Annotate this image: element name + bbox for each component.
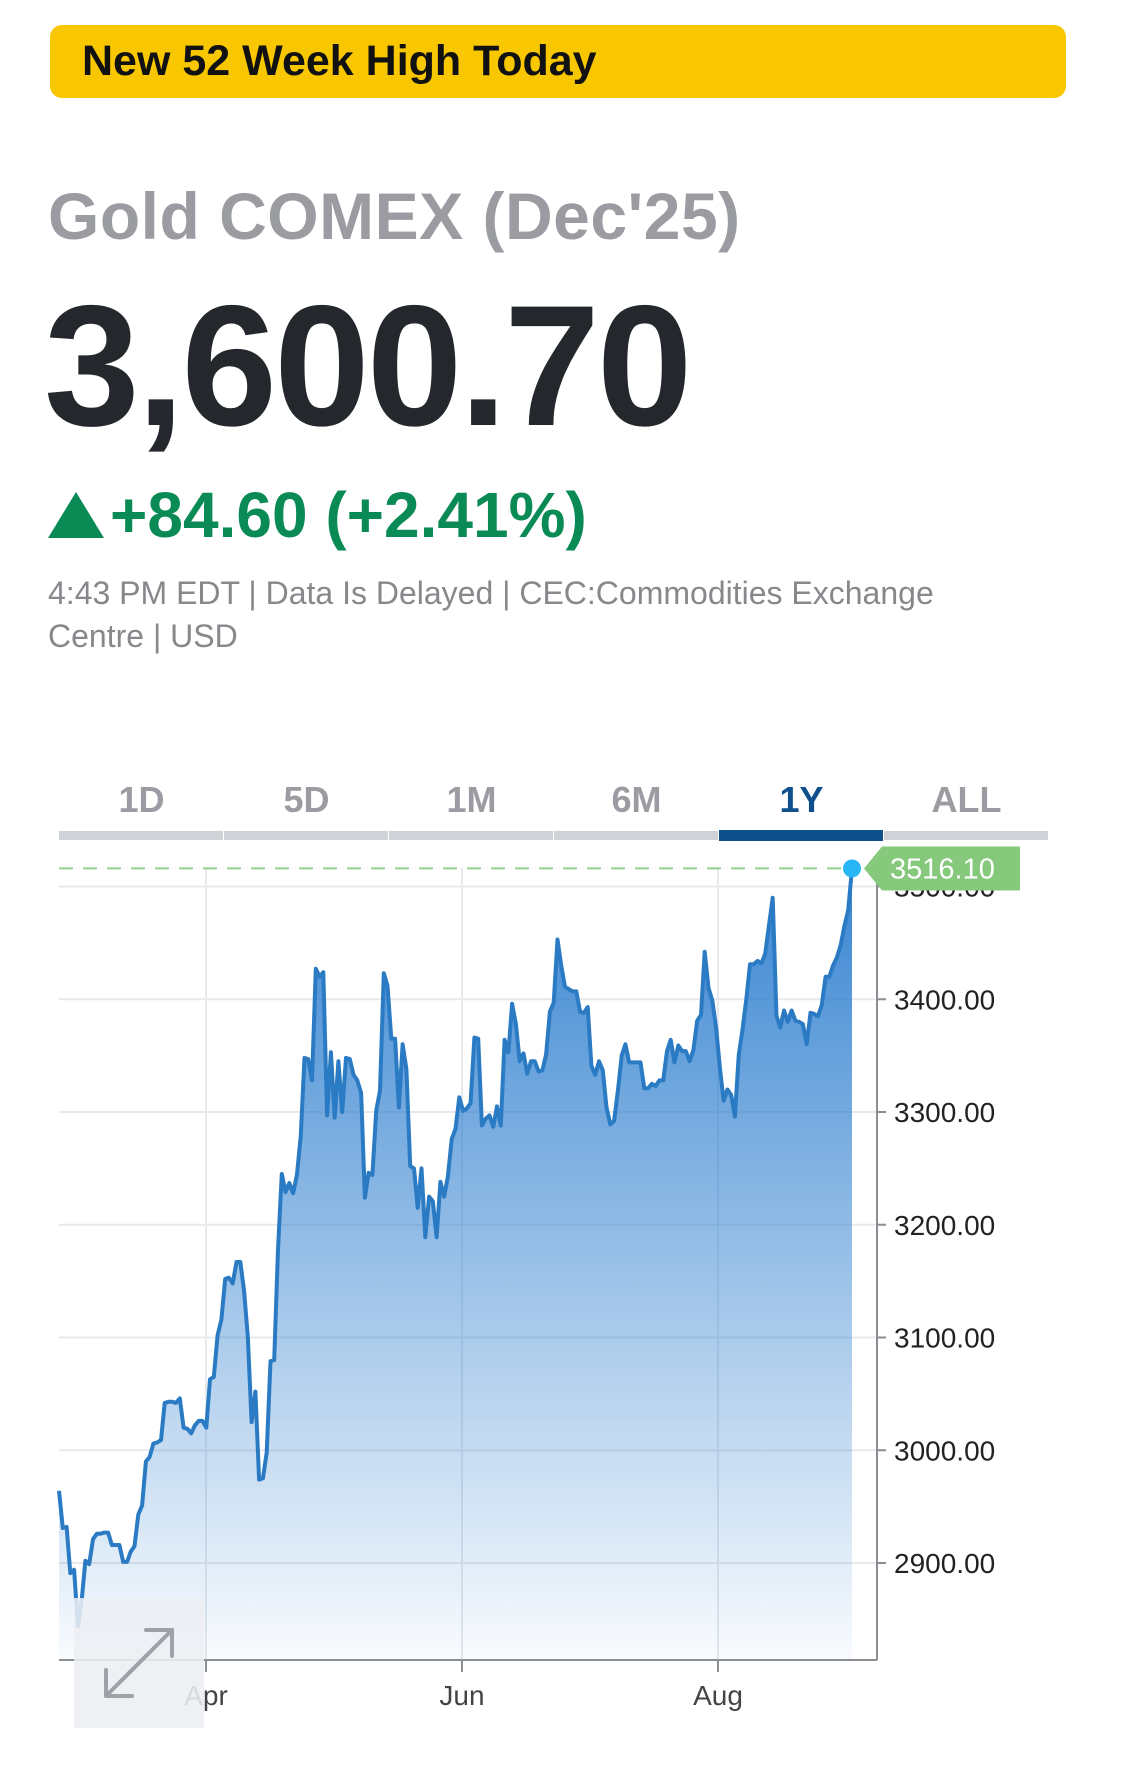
- tab-1d[interactable]: 1D: [59, 760, 224, 840]
- x-tick-label: Jun: [439, 1680, 484, 1711]
- price-area: [59, 868, 852, 1660]
- range-tabs: 1D 5D 1M 6M 1Y ALL: [59, 760, 1052, 841]
- x-axis-ticks: Apr Jun Aug: [184, 1660, 743, 1711]
- tab-1m[interactable]: 1M: [389, 760, 554, 840]
- expand-arrows-icon: [104, 1628, 174, 1698]
- tab-label: ALL: [931, 779, 1002, 820]
- tab-underline: [389, 831, 553, 840]
- tab-underline: [224, 831, 388, 840]
- price-line: [57, 868, 854, 1629]
- y-axis-ticks: 2900.00 3000.00 3100.00 3200.00 3300.00 3400.…: [877, 872, 995, 1579]
- tab-underline: [554, 831, 718, 840]
- last-value-label-text: 3516.10: [890, 853, 995, 885]
- quote-meta: 4:43 PM EDT | Data Is Delayed | CEC:Comm…: [48, 575, 934, 654]
- last-value-marker: [843, 859, 861, 878]
- tab-label: 6M: [611, 779, 662, 820]
- last-price: 3,600.70: [44, 270, 693, 462]
- last-value-label-bg: [864, 846, 1020, 891]
- tab-underline: [884, 831, 1048, 840]
- tab-underline: [59, 831, 223, 840]
- instrument-name: Gold COMEX (Dec'25): [48, 179, 741, 253]
- new-high-banner: New 52 Week High Today: [50, 25, 1066, 98]
- last-value-label: 3516.10: [864, 846, 1020, 891]
- tab-underline: [719, 830, 883, 841]
- tab-5d[interactable]: 5D: [224, 760, 389, 840]
- expand-chart-button[interactable]: [74, 1598, 204, 1728]
- up-triangle-icon: [48, 492, 104, 538]
- x-tick-label: Aug: [693, 1680, 743, 1711]
- price-change: +84.60 (+2.41%): [48, 478, 587, 552]
- tab-1y[interactable]: 1Y: [719, 760, 884, 841]
- tab-label: 1D: [118, 779, 165, 820]
- tab-6m[interactable]: 6M: [554, 760, 719, 840]
- y-tick-label: 3200.00: [894, 1210, 995, 1241]
- y-tick-label: 3400.00: [894, 984, 995, 1015]
- y-tick-label: 3300.00: [894, 1097, 995, 1128]
- tab-label: 5D: [283, 779, 330, 820]
- y-tick-label: 3100.00: [894, 1323, 995, 1354]
- y-tick-label: 2900.00: [894, 1548, 995, 1579]
- tab-label: 1Y: [779, 779, 824, 820]
- tab-label: 1M: [446, 779, 497, 820]
- price-chart: 2900.00 3000.00 3100.00 3200.00 3300.00 3400.…: [57, 846, 1020, 1711]
- tab-all[interactable]: ALL: [884, 760, 1049, 840]
- price-change-value: +84.60 (+2.41%): [110, 479, 587, 551]
- y-tick-label: 3000.00: [894, 1435, 995, 1466]
